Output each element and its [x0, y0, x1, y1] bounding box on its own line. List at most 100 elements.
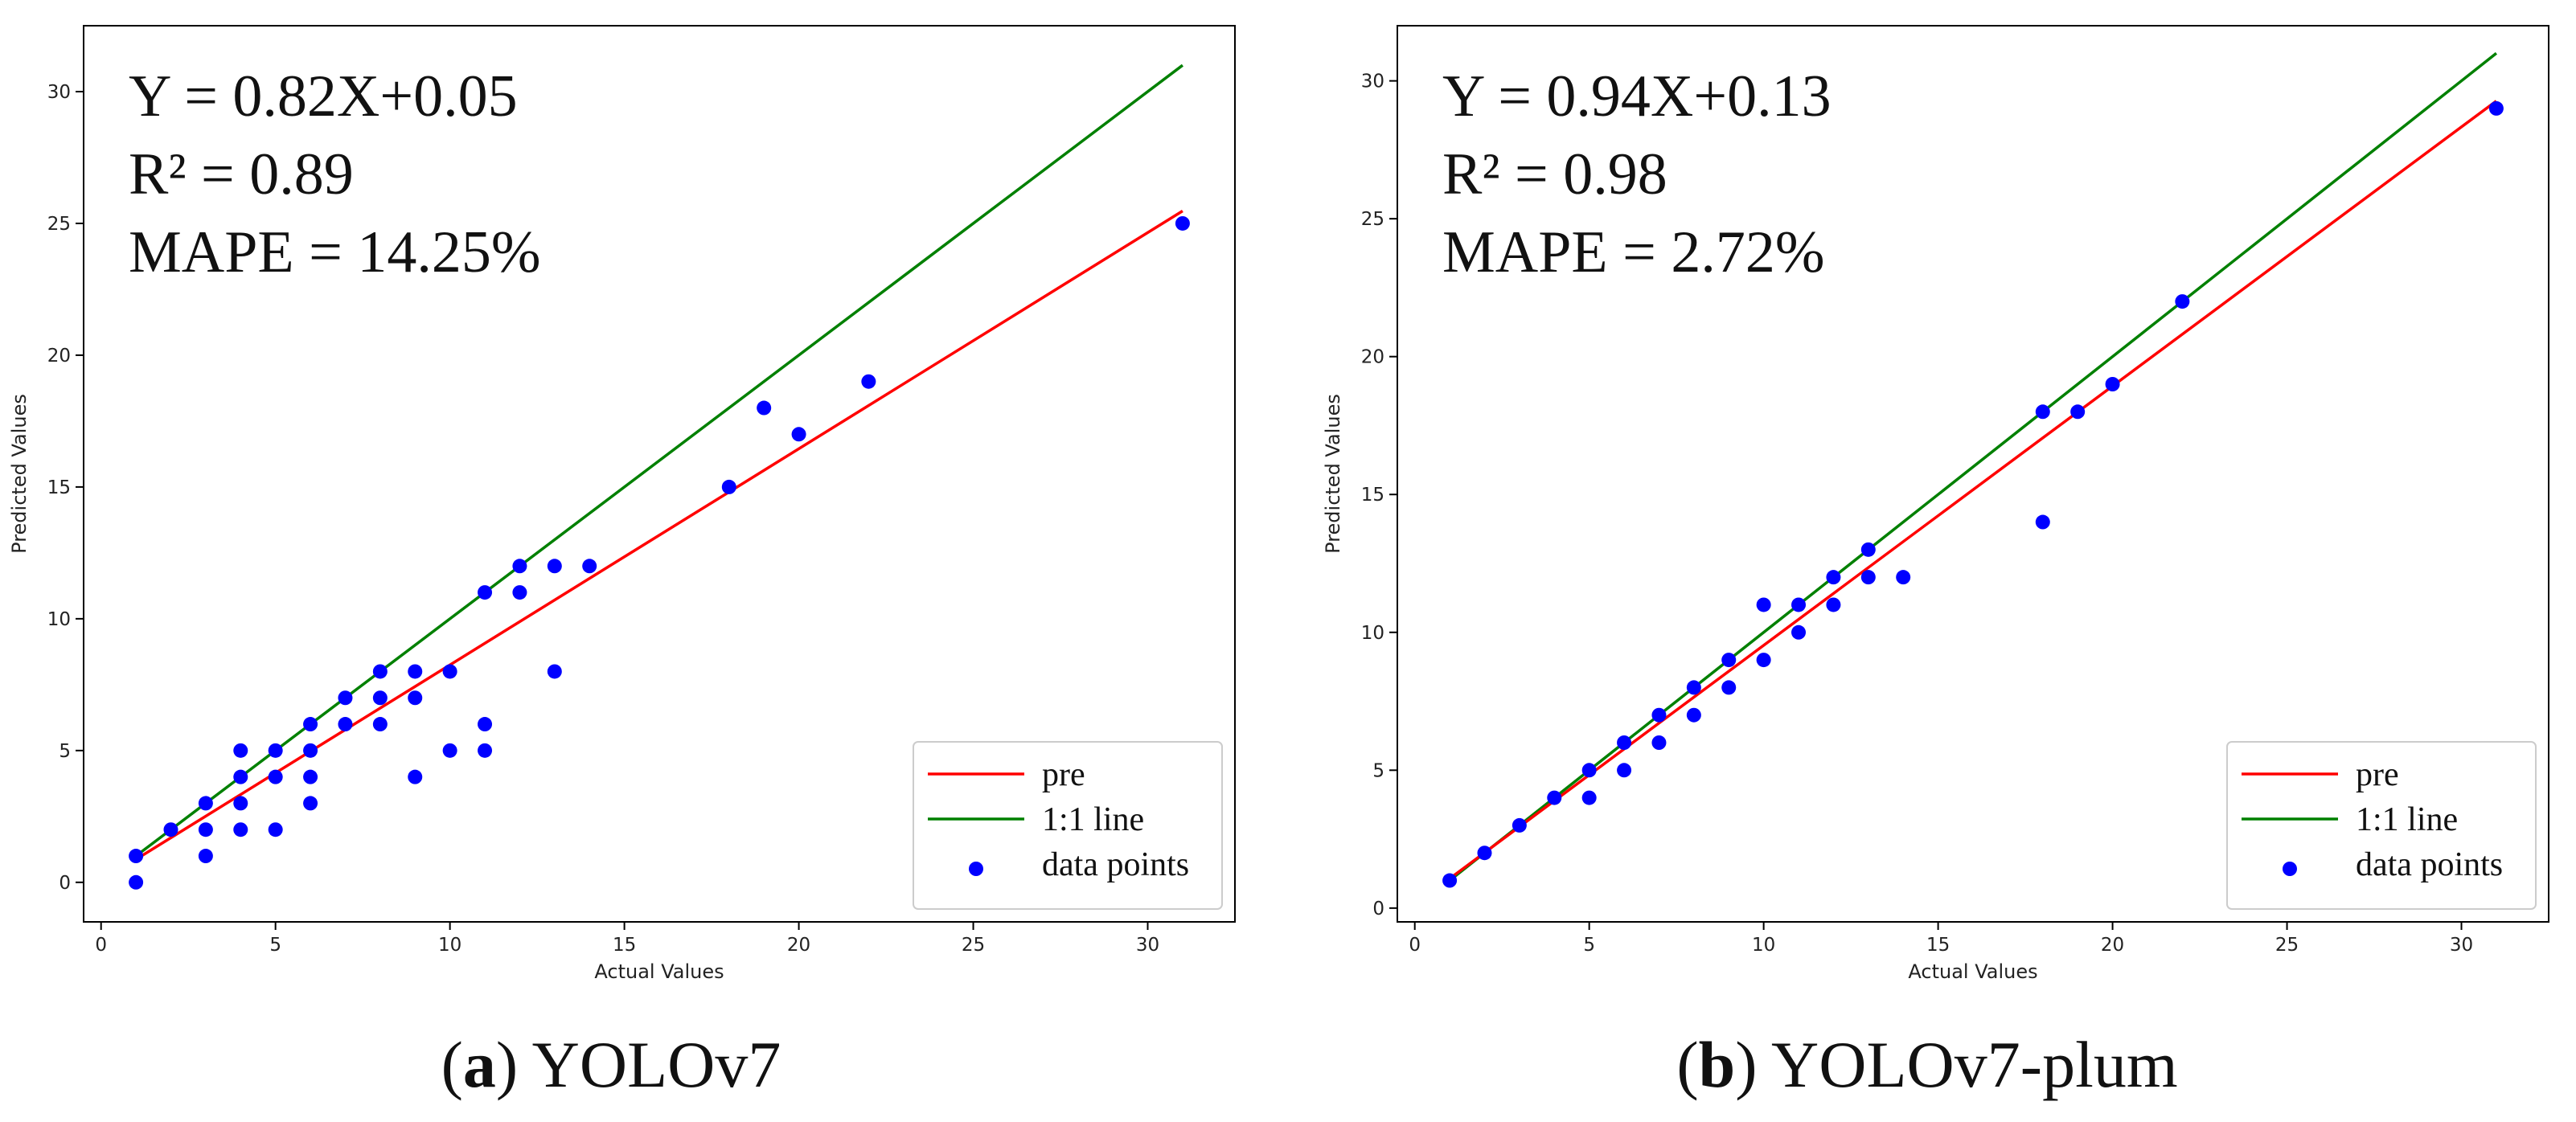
- data-point: [268, 769, 283, 784]
- caption-text: YOLOv7: [532, 1028, 781, 1101]
- data-point: [303, 717, 318, 732]
- data-point: [129, 849, 144, 864]
- annotation-text: R² = 0.89: [129, 141, 354, 207]
- data-point: [2070, 404, 2086, 420]
- data-point: [372, 690, 388, 706]
- y-tick-label: 15: [47, 477, 71, 498]
- caption-paren-close: ): [1735, 1028, 1771, 1101]
- legend-label: 1:1 line: [2356, 801, 2458, 838]
- legend-point-swatch: [969, 862, 983, 876]
- legend-box: [2226, 741, 2537, 910]
- data-point: [512, 559, 527, 574]
- data-point: [1477, 846, 1492, 861]
- data-point: [233, 796, 248, 811]
- data-point: [233, 822, 248, 837]
- y-tick-label: 30: [1361, 72, 1384, 92]
- data-point: [1756, 597, 1771, 612]
- x-tick-label: 10: [1752, 935, 1775, 956]
- data-point: [1512, 817, 1527, 833]
- data-point: [757, 400, 772, 416]
- y-tick-label: 20: [1361, 347, 1384, 368]
- y-tick-label: 15: [1361, 485, 1384, 506]
- data-point: [1581, 790, 1597, 805]
- y-axis-label: Predicted Values: [8, 394, 31, 554]
- data-point: [338, 690, 353, 706]
- x-tick-label: 20: [2101, 935, 2124, 956]
- data-point: [233, 743, 248, 758]
- caption-paren-close: ): [496, 1028, 532, 1101]
- legend-label: data points: [2356, 846, 2503, 883]
- annotation-text: R² = 0.98: [1442, 141, 1667, 207]
- x-tick-label: 25: [962, 935, 985, 956]
- data-point: [1651, 735, 1667, 750]
- data-point: [198, 849, 213, 864]
- legend-label: pre: [1042, 756, 1085, 793]
- data-point: [721, 479, 736, 494]
- data-point: [1581, 763, 1597, 778]
- data-point: [547, 559, 562, 574]
- legend-label: pre: [2356, 756, 2399, 793]
- data-point: [2175, 294, 2190, 309]
- data-point: [442, 664, 457, 679]
- annotation-text: Y = 0.82X+0.05: [129, 63, 518, 129]
- data-point: [198, 796, 213, 811]
- data-point: [1791, 597, 1807, 612]
- y-tick-label: 25: [47, 214, 71, 235]
- data-point: [163, 822, 178, 837]
- data-point: [372, 717, 388, 732]
- data-point: [512, 585, 527, 600]
- axes-frame: [83, 25, 1236, 923]
- data-point: [268, 822, 283, 837]
- x-tick-label: 15: [613, 935, 636, 956]
- caption-text: YOLOv7-plum: [1771, 1028, 2178, 1101]
- caption-letter: b: [1699, 1028, 1736, 1101]
- legend-label: 1:1 line: [1042, 801, 1144, 838]
- y-tick-label: 0: [59, 873, 71, 894]
- data-point: [1175, 215, 1190, 231]
- data-point: [1721, 680, 1737, 695]
- data-point: [198, 822, 213, 837]
- y-tick-label: 20: [47, 346, 71, 366]
- data-point: [1756, 653, 1771, 668]
- axes-frame: [1397, 25, 2549, 923]
- data-point: [1651, 707, 1667, 723]
- caption: (a) YOLOv7: [441, 1028, 781, 1101]
- caption-paren-open: (: [441, 1028, 463, 1101]
- data-point: [791, 427, 806, 442]
- data-point: [1826, 597, 1841, 612]
- data-point: [1826, 570, 1841, 585]
- data-point: [303, 796, 318, 811]
- data-point: [1860, 570, 1876, 585]
- data-point: [338, 717, 353, 732]
- data-point: [129, 874, 144, 890]
- data-point: [1721, 653, 1737, 668]
- data-point: [478, 743, 493, 758]
- y-tick-label: 25: [1361, 209, 1384, 230]
- data-point: [1686, 707, 1701, 723]
- data-point: [2488, 100, 2504, 116]
- chart-yolov7: 0 5 10 15 20 25 30 0 5 10 15 20 25 30 Actual Values Pre…: [8, 25, 1236, 1101]
- data-point: [547, 664, 562, 679]
- data-point: [1547, 790, 1562, 805]
- data-point: [582, 559, 597, 574]
- data-point: [1791, 624, 1807, 640]
- caption-letter: a: [463, 1028, 496, 1101]
- y-tick-label: 10: [1361, 623, 1384, 644]
- x-tick-label: 5: [269, 935, 281, 956]
- data-point: [2035, 404, 2050, 420]
- annotation-text: MAPE = 2.72%: [1442, 219, 1824, 285]
- data-point: [1896, 570, 1911, 585]
- y-tick-label: 10: [47, 609, 71, 630]
- data-point: [372, 664, 388, 679]
- y-tick-label: 30: [47, 82, 71, 103]
- data-point: [408, 664, 423, 679]
- y-axis-label: Predicted Values: [1322, 394, 1344, 554]
- data-point: [303, 769, 318, 784]
- x-tick-label: 0: [95, 935, 107, 956]
- data-point: [408, 769, 423, 784]
- data-point: [1686, 680, 1701, 695]
- x-tick-label: 5: [1583, 935, 1595, 956]
- data-point: [233, 769, 248, 784]
- y-tick-label: 0: [1372, 899, 1384, 919]
